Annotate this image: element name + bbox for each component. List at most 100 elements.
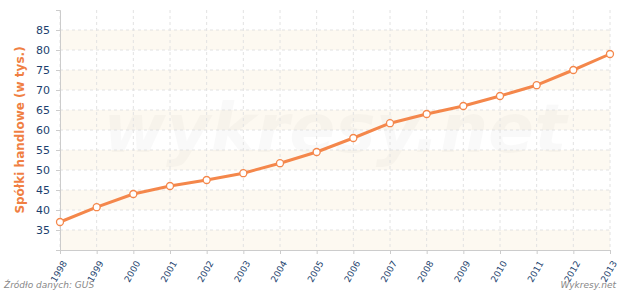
tick-label: 2009 bbox=[452, 259, 472, 284]
tick: 2001 bbox=[159, 250, 179, 284]
grid-line bbox=[170, 10, 171, 250]
grid-line bbox=[426, 10, 427, 250]
marker bbox=[423, 111, 430, 118]
tick: 80 bbox=[36, 44, 60, 57]
tick-mark bbox=[500, 250, 501, 254]
grid-line bbox=[60, 130, 610, 131]
tick: 1999 bbox=[86, 250, 106, 284]
tick-mark bbox=[353, 250, 354, 254]
marker bbox=[57, 219, 64, 226]
tick-mark bbox=[537, 250, 538, 254]
marker bbox=[497, 93, 504, 100]
axis-line bbox=[56, 11, 61, 251]
grid-line bbox=[60, 110, 610, 111]
tick-label: 75 bbox=[36, 64, 50, 77]
tick-label: 2008 bbox=[416, 259, 436, 284]
tick-label: 2006 bbox=[342, 259, 362, 284]
tick: 40 bbox=[36, 204, 60, 217]
marker bbox=[93, 204, 100, 211]
grid-line bbox=[60, 170, 610, 171]
tick-label: 2003 bbox=[232, 259, 252, 284]
y-axis: 3540455055606570758085 bbox=[36, 11, 61, 251]
plot-band bbox=[60, 170, 610, 190]
line bbox=[60, 54, 610, 222]
grid-line bbox=[390, 10, 391, 250]
tick-mark bbox=[463, 250, 464, 254]
tick-mark bbox=[280, 250, 281, 254]
tick-mark bbox=[573, 250, 574, 254]
grid-line bbox=[500, 10, 501, 250]
grid-line bbox=[353, 10, 354, 250]
grid-line bbox=[243, 10, 244, 250]
tick-mark bbox=[56, 50, 60, 51]
marker bbox=[130, 191, 137, 198]
tick: 2011 bbox=[526, 250, 546, 284]
marker bbox=[460, 103, 467, 110]
tick-mark bbox=[243, 250, 244, 254]
grid-line bbox=[536, 10, 537, 250]
tick-mark bbox=[56, 70, 60, 71]
tick: 75 bbox=[36, 64, 60, 77]
tick-label: 85 bbox=[36, 24, 50, 37]
tick: 85 bbox=[36, 24, 60, 37]
marker bbox=[570, 67, 577, 74]
tick-mark bbox=[56, 230, 60, 231]
tick-label: 80 bbox=[36, 44, 50, 57]
tick-label: 40 bbox=[36, 204, 50, 217]
tick: 2006 bbox=[342, 250, 362, 284]
marker bbox=[533, 82, 540, 89]
tick-mark bbox=[170, 250, 171, 254]
tick-label: 2004 bbox=[269, 259, 289, 284]
grid-line bbox=[316, 10, 317, 250]
tick-mark bbox=[97, 250, 98, 254]
grid-line bbox=[60, 210, 610, 211]
tick-mark bbox=[56, 110, 60, 111]
tick-label: 45 bbox=[36, 184, 50, 197]
chart: wykresy.net35404550556065707580851998199… bbox=[0, 0, 620, 292]
tick: 50 bbox=[36, 164, 60, 177]
tick-label: 60 bbox=[36, 124, 50, 137]
tick: 2003 bbox=[232, 250, 252, 284]
tick: 60 bbox=[36, 124, 60, 137]
tick-mark bbox=[60, 250, 61, 254]
tick: 2007 bbox=[379, 250, 399, 284]
tick: 2009 bbox=[452, 250, 472, 284]
tick-label: 65 bbox=[36, 104, 50, 117]
tick-mark bbox=[427, 250, 428, 254]
tick-label: 2002 bbox=[196, 259, 216, 284]
plot-band bbox=[60, 50, 610, 70]
credit: Wykresy.net bbox=[560, 280, 616, 290]
grid-line bbox=[60, 30, 610, 31]
tick: 2013 bbox=[599, 250, 619, 284]
tick-label: 2011 bbox=[526, 259, 546, 284]
tick-label: 2001 bbox=[159, 259, 179, 284]
marker bbox=[277, 160, 284, 167]
tick: 2010 bbox=[489, 250, 509, 284]
tick: 45 bbox=[36, 184, 60, 197]
tick-mark bbox=[207, 250, 208, 254]
tick-label: 2005 bbox=[306, 259, 326, 284]
marker bbox=[167, 183, 174, 190]
tick: 65 bbox=[36, 104, 60, 117]
plot-background bbox=[60, 10, 610, 250]
tick-mark bbox=[56, 150, 60, 151]
tick-label: 35 bbox=[36, 224, 50, 237]
grid-line bbox=[280, 10, 281, 250]
marker bbox=[387, 120, 394, 127]
grid-line bbox=[60, 90, 610, 91]
marker bbox=[607, 51, 614, 58]
tick: 1998 bbox=[49, 250, 69, 284]
tick: 2002 bbox=[196, 250, 216, 284]
marker bbox=[203, 177, 210, 184]
source: Źródło danych: GUS bbox=[3, 279, 94, 290]
tick-label: 2007 bbox=[379, 259, 399, 284]
grid-line bbox=[60, 70, 610, 71]
tick-mark bbox=[317, 250, 318, 254]
tick: 2008 bbox=[416, 250, 436, 284]
tick-mark bbox=[56, 210, 60, 211]
tick: 2012 bbox=[562, 250, 582, 284]
tick-mark bbox=[56, 170, 60, 171]
grid-line bbox=[60, 150, 610, 151]
series bbox=[57, 51, 614, 226]
tick: 35 bbox=[36, 224, 60, 237]
